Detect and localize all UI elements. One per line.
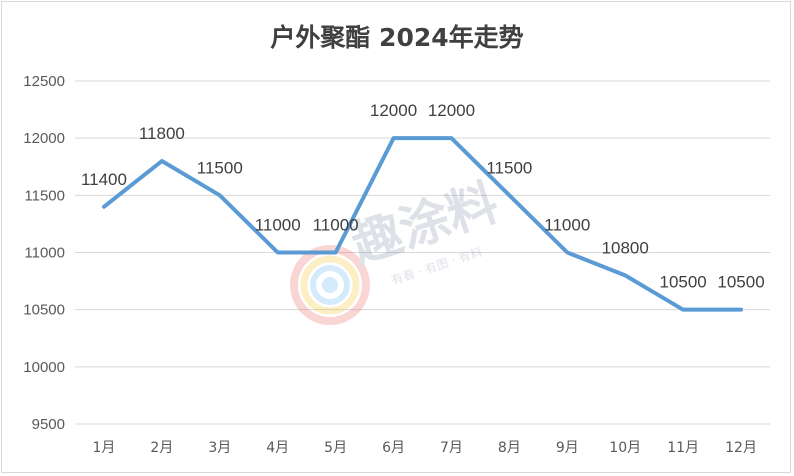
data-label: 11000 — [544, 216, 590, 235]
data-label: 12000 — [370, 101, 417, 120]
data-labels: 11400 11800 11500 11000 11000 12000 12000 11500… — [81, 101, 765, 292]
y-tick-label: 10000 — [23, 359, 65, 376]
data-label: 12000 — [428, 101, 475, 120]
data-label: 10500 — [717, 273, 764, 292]
data-label: 11000 — [313, 216, 359, 235]
x-tick-label: 2月 — [150, 440, 173, 456]
data-label: 11500 — [197, 158, 243, 177]
data-label: 10800 — [602, 238, 649, 257]
x-axis: 1月 2月 3月 4月 5月 6月 7月 8月 9月 10月 11月 12月 — [92, 440, 756, 456]
y-tick-label: 12500 — [23, 73, 65, 90]
x-tick-label: 7月 — [440, 440, 463, 456]
x-tick-label: 10月 — [609, 440, 641, 456]
x-tick-label: 5月 — [324, 440, 347, 456]
y-axis: 9500 10000 10500 11000 11500 12000 12500 — [23, 73, 65, 433]
x-tick-label: 1月 — [92, 440, 115, 456]
watermark-logo-icon — [290, 245, 370, 325]
y-tick-label: 12000 — [23, 130, 65, 147]
x-tick-label: 11月 — [667, 440, 699, 456]
y-tick-label: 10500 — [23, 302, 65, 319]
x-tick-label: 4月 — [266, 440, 289, 456]
y-tick-label: 11000 — [24, 245, 65, 262]
y-tick-label: 9500 — [32, 416, 65, 433]
series-line — [101, 136, 744, 312]
x-tick-label: 12月 — [725, 440, 757, 456]
data-label: 11800 — [139, 124, 185, 143]
chart-title: 户外聚酯 2024年走势 — [270, 23, 524, 52]
y-tick-label: 11500 — [24, 187, 65, 204]
x-tick-label: 9月 — [556, 440, 579, 456]
data-label: 10500 — [659, 273, 706, 292]
x-tick-label: 3月 — [208, 440, 231, 456]
data-label: 11400 — [81, 170, 127, 189]
x-tick-label: 6月 — [382, 440, 405, 456]
data-label: 11500 — [486, 158, 532, 177]
x-tick-label: 8月 — [498, 440, 521, 456]
data-label: 11000 — [255, 216, 301, 235]
